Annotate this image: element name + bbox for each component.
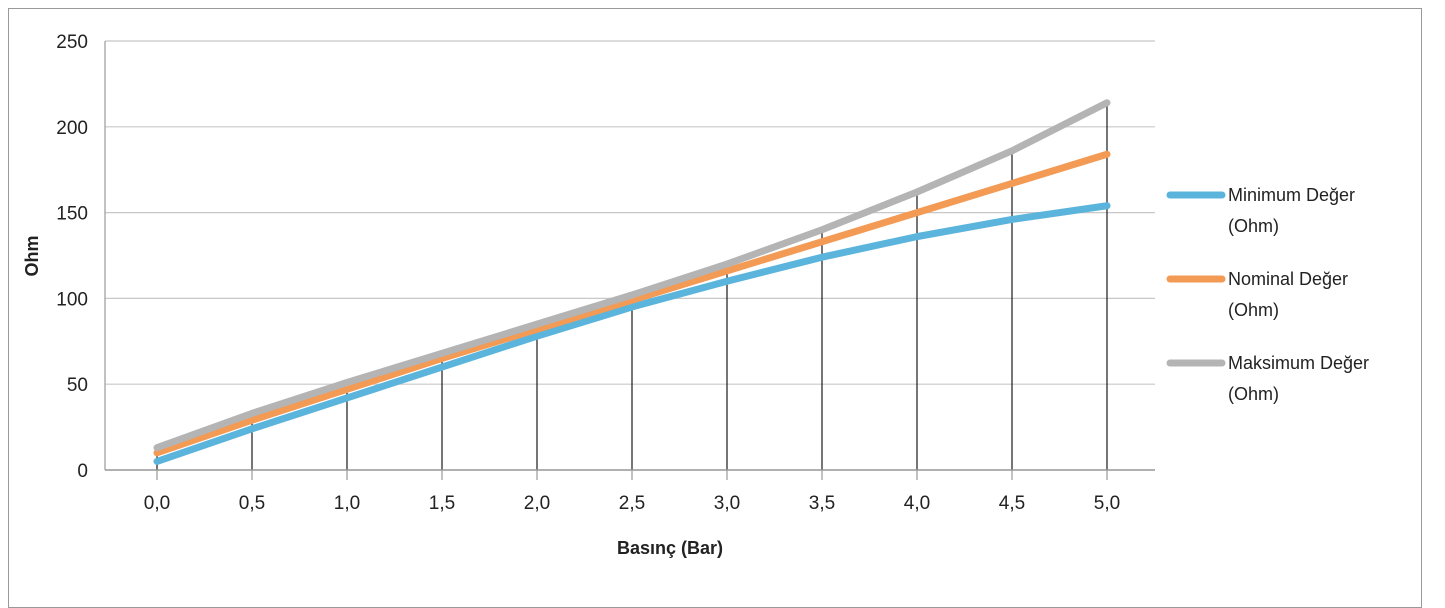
y-tick-label: 50	[67, 375, 88, 396]
x-tick-labels: 0,0 0,5 1,0 1,5 2,0 2,5 3,0 3,5 4,0 4,5 5,0	[144, 493, 1120, 514]
x-tick-label: 0,0	[144, 493, 170, 514]
legend-label: Minimum Değer	[1228, 185, 1355, 205]
x-tick-label: 0,5	[239, 493, 265, 514]
legend-label: (Ohm)	[1228, 300, 1279, 320]
x-tick-label: 4,5	[999, 493, 1025, 514]
y-axis-title: Ohm	[22, 235, 42, 276]
legend-label: Nominal Değer	[1228, 269, 1348, 289]
grid-lines	[105, 40, 1155, 471]
legend: Minimum Değer (Ohm) Nominal Değer (Ohm) Maks…	[1166, 185, 1369, 404]
series-lines	[153, 99, 1111, 465]
series-line	[153, 202, 1111, 465]
axes	[104, 41, 1155, 480]
x-tick-label: 3,0	[714, 493, 740, 514]
x-tick-label: 2,0	[524, 493, 550, 514]
x-tick-label: 1,5	[429, 493, 455, 514]
y-tick-label: 100	[56, 289, 88, 310]
legend-label: (Ohm)	[1228, 384, 1279, 404]
legend-label: Maksimum Değer	[1228, 353, 1369, 373]
y-tick-label: 250	[56, 32, 88, 53]
y-tick-label: 150	[56, 204, 88, 225]
y-tick-label: 200	[56, 118, 88, 139]
x-tick-label: 3,5	[809, 493, 835, 514]
series-line	[153, 99, 1111, 452]
series-line	[153, 150, 1111, 457]
y-tick-label: 0	[77, 461, 88, 482]
legend-label: (Ohm)	[1228, 216, 1279, 236]
x-tick-label: 2,5	[619, 493, 645, 514]
x-tick-label: 1,0	[334, 493, 360, 514]
x-tick-label: 4,0	[904, 493, 930, 514]
x-axis-title: Basınç (Bar)	[617, 538, 723, 558]
y-tick-labels: 0 50 100 150 200 250	[56, 32, 88, 482]
x-tick-label: 5,0	[1094, 493, 1120, 514]
